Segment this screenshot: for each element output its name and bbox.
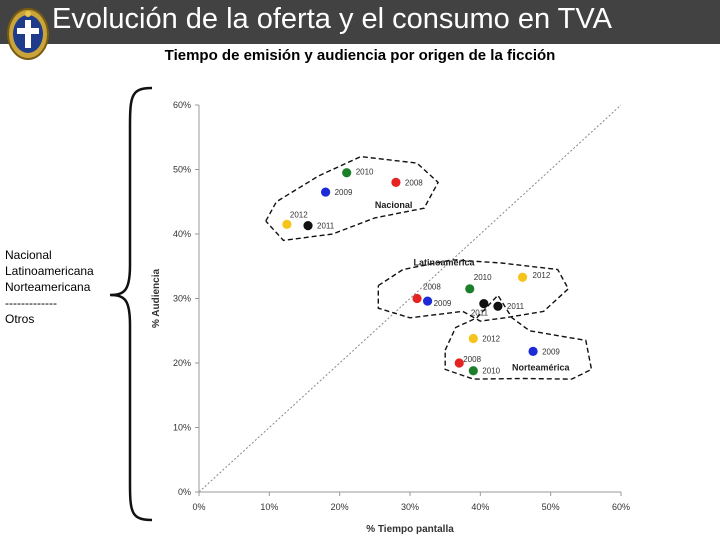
point-label: 2011 — [317, 222, 335, 231]
group-label: Latinoamérica — [414, 258, 476, 268]
data-point-2010 — [465, 284, 475, 294]
title-bar — [0, 0, 720, 44]
data-point-2011 — [479, 299, 489, 309]
data-point-2009 — [528, 346, 538, 356]
data-point-2010 — [468, 366, 478, 376]
data-point-2009 — [422, 296, 433, 306]
x-tick-label: 20% — [331, 502, 349, 512]
group-label: Norteamérica — [512, 363, 571, 373]
point-label: 2008 — [405, 178, 423, 187]
point-label: 2008 — [463, 355, 481, 364]
data-point-2009 — [321, 187, 331, 197]
x-tick-label: 0% — [192, 502, 205, 512]
data-point-2012 — [282, 219, 292, 229]
university-crest-icon — [7, 8, 49, 60]
y-tick-label: 60% — [173, 100, 191, 110]
group-outline-latinoamerica — [377, 259, 570, 322]
data-point-2010 — [342, 168, 352, 178]
point-label: 2010 — [474, 273, 492, 282]
x-tick-label: 60% — [612, 502, 630, 512]
x-tick-label: 10% — [260, 502, 278, 512]
point-label: 2011 — [471, 309, 489, 318]
y-axis-title: % Audiencia — [151, 269, 162, 329]
legend-separator: ------------- — [5, 296, 57, 310]
point-label: 2009 — [542, 347, 560, 356]
x-tick-label: 40% — [471, 502, 489, 512]
group-outline-norteamerica — [444, 294, 593, 380]
data-point-2008 — [391, 177, 401, 187]
point-label: 2010 — [356, 168, 374, 177]
data-point-2008 — [454, 358, 464, 368]
data-point-2012 — [468, 333, 478, 344]
legend-item-nacional: Nacional — [5, 248, 52, 262]
x-tick-label: 50% — [542, 502, 560, 512]
legend-item-latinoamericana: Latinoamericana — [5, 264, 94, 278]
point-label: 2009 — [335, 188, 353, 197]
point-label: 2012 — [482, 334, 500, 343]
y-tick-label: 40% — [173, 229, 191, 239]
data-point-2011 — [493, 301, 503, 311]
y-tick-label: 0% — [178, 487, 191, 497]
y-tick-label: 50% — [173, 165, 191, 175]
diagonal-reference-line — [198, 104, 622, 493]
group-label: Nacional — [375, 200, 413, 210]
point-label: 2008 — [423, 283, 441, 292]
point-label: 2009 — [434, 299, 452, 308]
chart-subtitle: Tiempo de emisión y audiencia por origen… — [164, 47, 556, 64]
scatter-chart: 0% 10% 20% 30% 40% 50% 60% 0% 10% 20% 30% 40% 50% 60%… — [151, 100, 630, 535]
y-tick-label: 30% — [173, 294, 191, 304]
data-point-2008 — [412, 293, 422, 304]
data-point-2012 — [517, 272, 528, 282]
legend-item-norteamericana: Norteamericana — [5, 280, 91, 294]
slide-title: Evolución de la oferta y el consumo en T… — [52, 3, 612, 35]
y-tick-label: 10% — [173, 423, 191, 433]
legend-item-otros: Otros — [5, 312, 35, 326]
point-label: 2011 — [507, 302, 525, 311]
point-label: 2012 — [533, 271, 551, 280]
x-tick-label: 30% — [401, 502, 419, 512]
x-axis-title: % Tiempo pantalla — [366, 524, 454, 535]
data-point-2011 — [303, 221, 313, 231]
y-tick-label: 20% — [173, 358, 191, 368]
point-label: 2012 — [290, 210, 308, 219]
legend: Nacional Latinoamericana Norteamericana … — [5, 247, 94, 327]
point-label: 2010 — [482, 367, 500, 376]
group-outline-nacional — [265, 155, 439, 242]
curly-brace — [109, 86, 153, 522]
